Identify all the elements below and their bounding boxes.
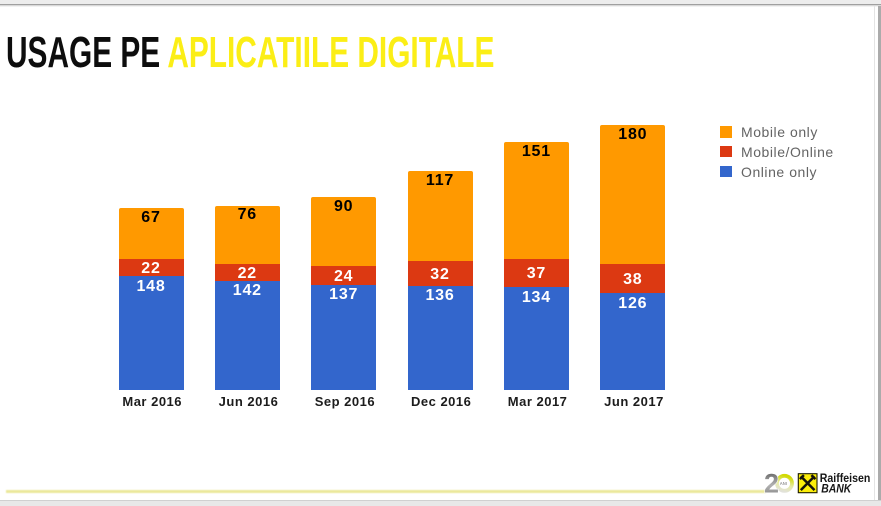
svg-text:BANK: BANK — [821, 481, 852, 495]
svg-text:Raiffeisen: Raiffeisen — [820, 471, 871, 485]
svg-text:ANI: ANI — [780, 481, 787, 486]
svg-text:2: 2 — [764, 469, 779, 499]
